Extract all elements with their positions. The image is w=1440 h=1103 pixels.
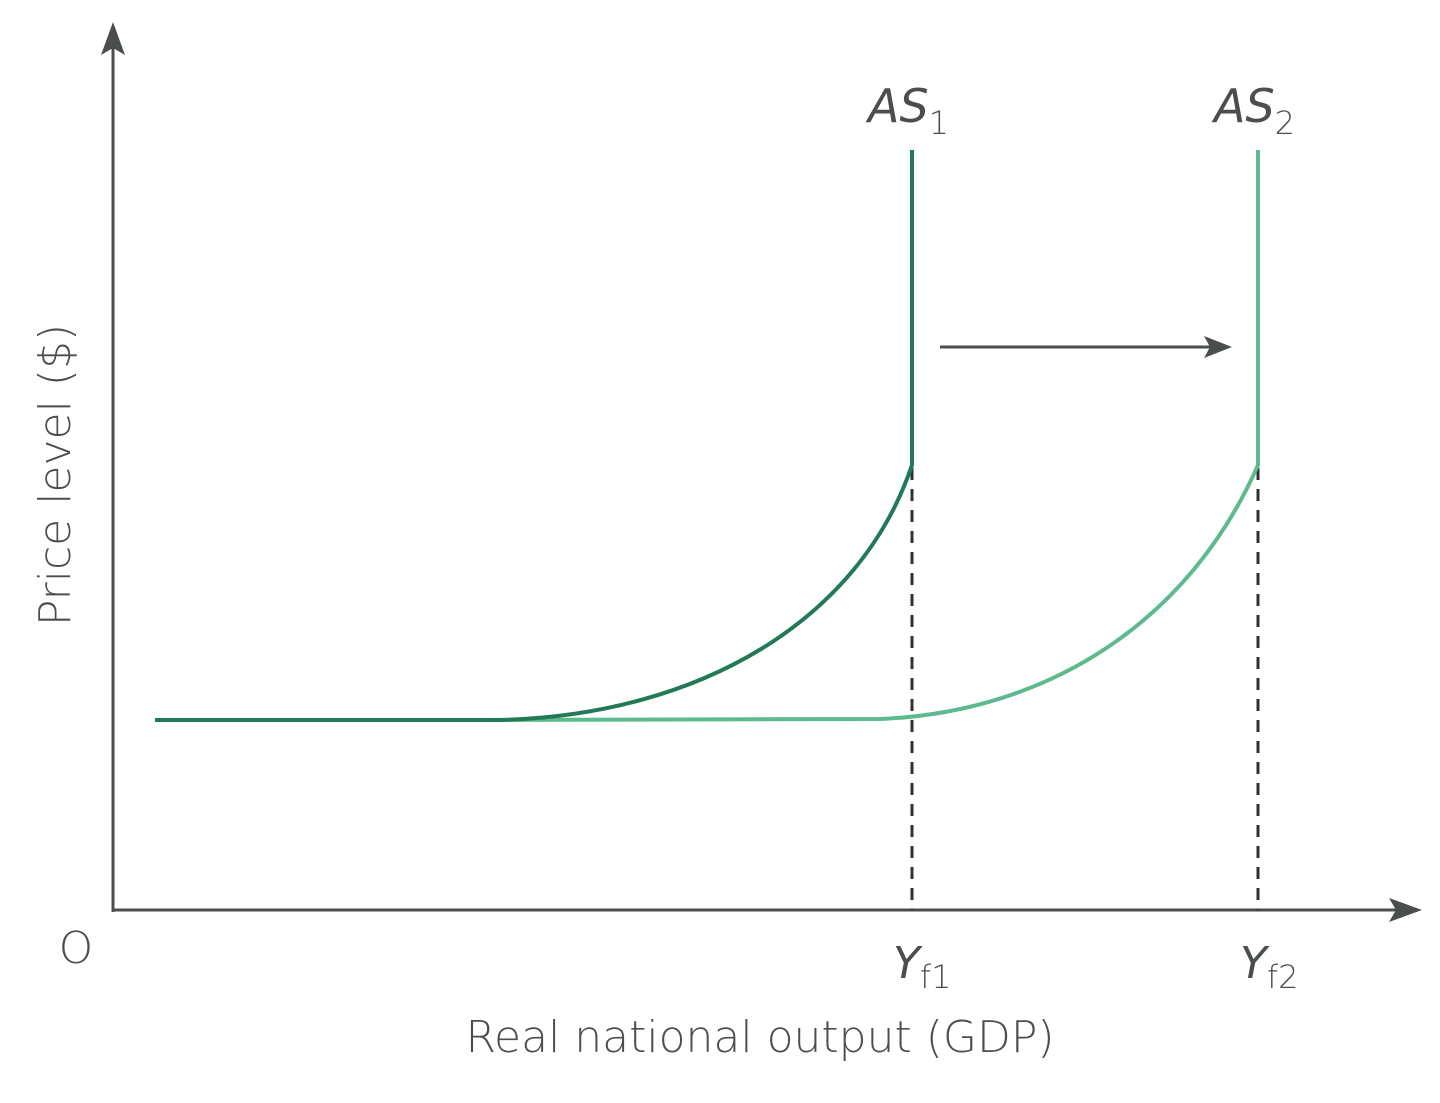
- curve-label: AS: [865, 79, 929, 133]
- y-axis-arrowhead: [101, 22, 125, 55]
- origin-label: O: [59, 923, 94, 974]
- curve-label: AS: [1211, 79, 1275, 133]
- shift-arrowhead: [1204, 336, 1232, 358]
- guides: [910, 468, 1260, 910]
- yf1-label: Yf1: [893, 938, 952, 996]
- curve-subscript: 2: [1275, 104, 1295, 142]
- as2-curve: [479, 150, 1260, 722]
- y-axis-label: Price level ($): [30, 324, 81, 626]
- x-axis-label: Real national output (GDP): [465, 1012, 1054, 1063]
- output-label: Y: [893, 938, 923, 989]
- output-subscript: f2: [1267, 958, 1299, 996]
- axes: [111, 45, 1400, 912]
- output-subscript: f1: [920, 958, 952, 996]
- as1-label: AS1: [865, 79, 949, 142]
- as1-curve: [155, 150, 914, 722]
- curve-subscript: 1: [929, 104, 949, 142]
- x-axis-arrowhead: [1389, 898, 1422, 922]
- yf2-label: Yf2: [1240, 938, 1299, 996]
- output-label: Y: [1240, 938, 1270, 989]
- as2-label: AS2: [1211, 79, 1295, 142]
